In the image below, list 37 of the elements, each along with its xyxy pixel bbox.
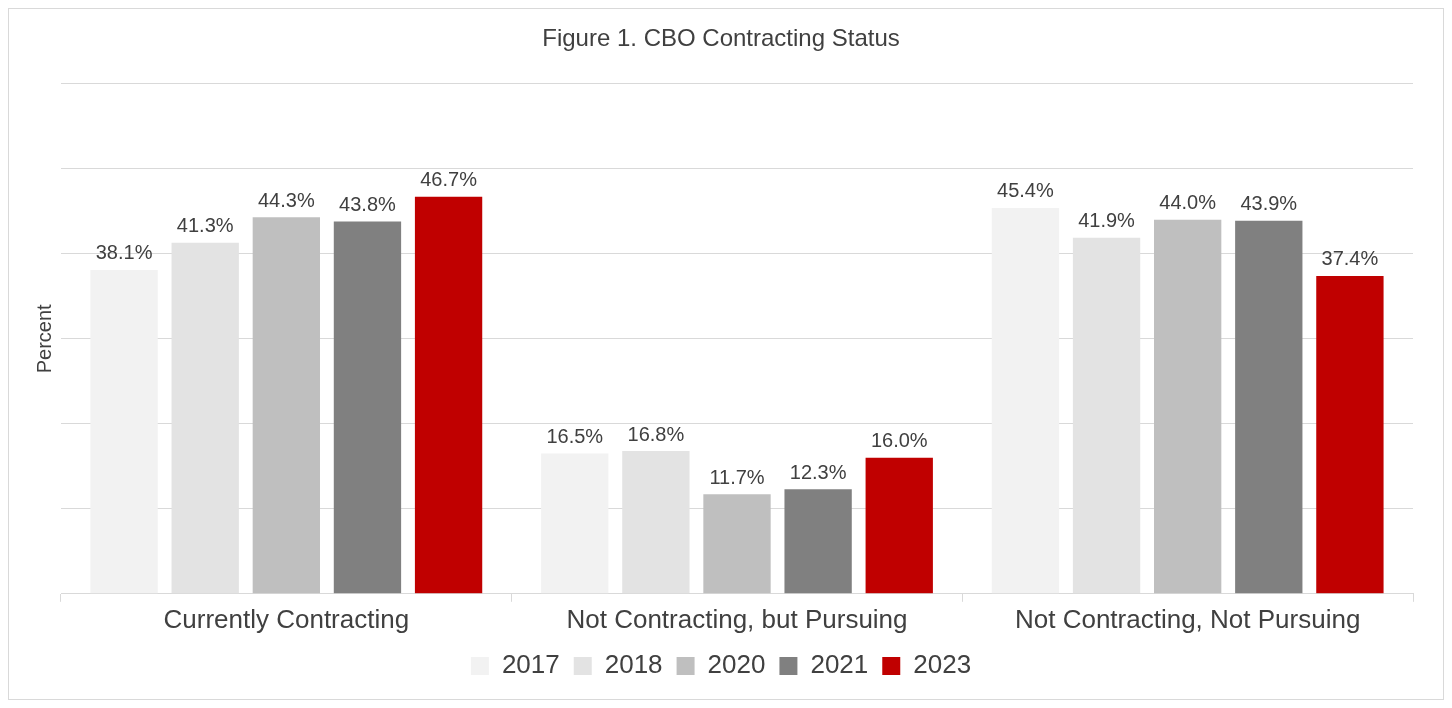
data-label: 44.3% (257, 188, 315, 211)
bar (252, 217, 320, 594)
bar (1154, 219, 1222, 594)
bar (333, 221, 402, 594)
legend-label: 2017 (501, 649, 560, 680)
data-label: 12.3% (789, 460, 847, 483)
y-axis-title: Percent (32, 303, 55, 374)
x-tick-label: Currently Contracting (163, 603, 410, 634)
data-label: 16.8% (627, 422, 685, 445)
bar (1316, 275, 1384, 594)
data-label: 44.0% (1159, 191, 1217, 214)
bar (865, 457, 933, 594)
bar (541, 453, 609, 594)
data-label: 16.0% (870, 429, 928, 452)
legend-label: 2023 (913, 649, 972, 680)
data-label: 45.4% (997, 179, 1054, 202)
bar (703, 494, 771, 594)
data-label: 11.7% (709, 465, 765, 488)
data-label: 46.7% (420, 168, 478, 191)
data-label: 41.9% (1078, 209, 1136, 232)
bar (1235, 220, 1303, 594)
data-label: 41.3% (176, 214, 234, 237)
data-label: 16.5% (546, 425, 604, 448)
legend-label: 2021 (810, 649, 869, 680)
bar (991, 207, 1060, 594)
legend-label: 2018 (604, 649, 663, 680)
chart-title: Figure 1. CBO Contracting Status (542, 24, 900, 52)
data-label: 43.8% (339, 193, 397, 216)
data-label: 43.9% (1240, 192, 1298, 215)
bar (90, 269, 158, 594)
bar (784, 489, 852, 594)
legend-label: 2020 (707, 649, 766, 680)
data-label: 37.4% (1321, 247, 1379, 270)
bar (414, 196, 483, 594)
x-tick-label: Not Contracting, Not Pursuing (1014, 603, 1361, 634)
data-label: 38.1% (95, 241, 153, 264)
x-tick-label: Not Contracting, but Pursuing (566, 603, 908, 634)
